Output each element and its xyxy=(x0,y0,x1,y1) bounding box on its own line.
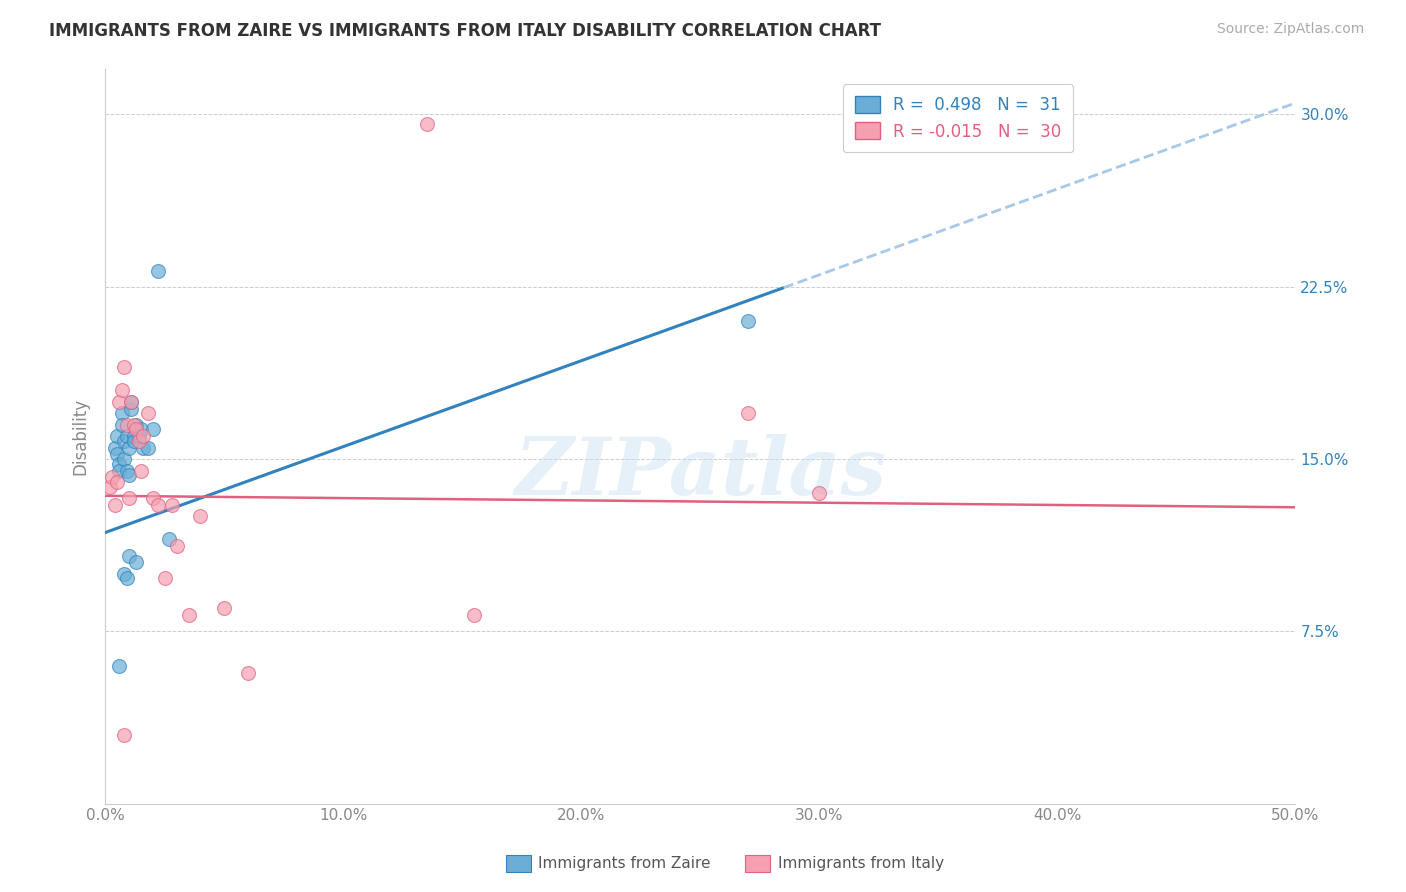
Point xyxy=(122,429,145,443)
Legend: R =  0.498   N =  31, R = -0.015   N =  30: R = 0.498 N = 31, R = -0.015 N = 30 xyxy=(844,84,1073,153)
Point xyxy=(98,480,121,494)
Point xyxy=(115,417,138,432)
Point xyxy=(115,429,138,443)
Point xyxy=(463,608,485,623)
Point xyxy=(112,452,135,467)
Text: ZIPatlas: ZIPatlas xyxy=(515,434,886,512)
Point xyxy=(120,401,142,416)
Text: Immigrants from Italy: Immigrants from Italy xyxy=(778,856,943,871)
Text: Source: ZipAtlas.com: Source: ZipAtlas.com xyxy=(1216,22,1364,37)
Point xyxy=(120,394,142,409)
Point xyxy=(159,533,181,547)
Point xyxy=(108,457,131,471)
Point xyxy=(129,463,152,477)
Point xyxy=(190,509,212,524)
Point xyxy=(112,360,135,375)
Text: Immigrants from Zaire: Immigrants from Zaire xyxy=(538,856,711,871)
Point xyxy=(142,491,165,505)
Y-axis label: Disability: Disability xyxy=(72,398,89,475)
Text: IMMIGRANTS FROM ZAIRE VS IMMIGRANTS FROM ITALY DISABILITY CORRELATION CHART: IMMIGRANTS FROM ZAIRE VS IMMIGRANTS FROM… xyxy=(49,22,882,40)
Point xyxy=(142,422,165,436)
Point xyxy=(122,417,145,432)
Point xyxy=(122,434,145,448)
Point xyxy=(111,417,134,432)
Point xyxy=(105,447,128,461)
Point xyxy=(108,463,131,477)
Point xyxy=(118,441,141,455)
Point xyxy=(128,434,150,448)
Point xyxy=(112,434,135,448)
Point xyxy=(112,728,135,742)
Point xyxy=(104,498,127,512)
Point xyxy=(105,429,128,443)
Point xyxy=(160,498,183,512)
Point xyxy=(136,441,159,455)
Point xyxy=(166,539,188,553)
Point xyxy=(112,566,135,581)
Point xyxy=(132,429,155,443)
Point xyxy=(236,665,259,680)
Point xyxy=(153,572,176,586)
Point xyxy=(120,394,142,409)
Point xyxy=(136,406,159,420)
Point xyxy=(146,498,169,512)
Point xyxy=(146,263,169,277)
Point xyxy=(118,468,141,483)
Point xyxy=(177,608,200,623)
Point xyxy=(104,441,127,455)
Point xyxy=(101,470,124,484)
Point xyxy=(128,429,150,443)
Point xyxy=(108,658,131,673)
Point xyxy=(125,556,148,570)
Point xyxy=(105,475,128,489)
Point xyxy=(212,601,235,615)
Point xyxy=(115,463,138,477)
Point xyxy=(111,406,134,420)
Point xyxy=(737,314,759,328)
Point xyxy=(808,486,831,500)
Point xyxy=(125,422,148,436)
Point xyxy=(737,406,759,420)
Point xyxy=(132,441,155,455)
Point xyxy=(115,572,138,586)
Point xyxy=(125,417,148,432)
Point xyxy=(415,117,437,131)
Point xyxy=(111,383,134,397)
Point xyxy=(118,491,141,505)
Point xyxy=(129,422,152,436)
Point xyxy=(118,549,141,563)
Point xyxy=(108,394,131,409)
